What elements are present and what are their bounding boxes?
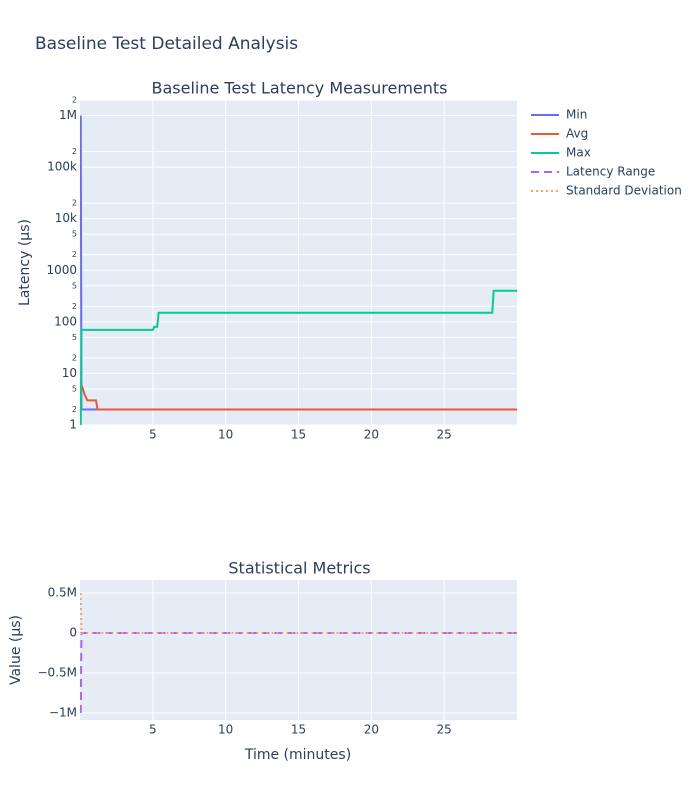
x-tick-label: 5 <box>149 428 157 442</box>
x-tick-label: 20 <box>364 723 379 737</box>
y-tick-label: 1M <box>59 108 77 122</box>
y-tick-label: 0 <box>69 626 77 640</box>
y-tick-label: 2 <box>72 302 77 311</box>
y-tick-label: 5 <box>72 230 77 239</box>
legend-label: Standard Deviation <box>566 184 682 198</box>
legend-label: Max <box>566 146 591 160</box>
y-axis-title: Value (μs) <box>8 615 24 685</box>
x-tick-label: 15 <box>291 428 306 442</box>
y-tick-label: 2 <box>72 96 77 105</box>
x-tick-label: 10 <box>218 428 233 442</box>
series-line <box>80 289 517 425</box>
y-tick-label: 2 <box>72 405 77 414</box>
y-tick-label: 1000 <box>46 263 77 277</box>
y-axis-title: Latency (μs) <box>17 219 33 306</box>
y-tick-label: 100k <box>47 160 77 174</box>
y-tick-label: 2 <box>72 147 77 156</box>
legend-label: Avg <box>566 127 588 141</box>
x-tick-label: 15 <box>291 723 306 737</box>
y-tick-label: 2 <box>72 199 77 208</box>
y-tick-label: 5 <box>72 384 77 393</box>
x-axis-title: Time (minutes) <box>244 747 351 763</box>
series-line <box>80 592 517 634</box>
y-tick-label: 5 <box>72 281 77 290</box>
subplot-title: Statistical Metrics <box>228 559 370 578</box>
x-tick-label: 20 <box>364 428 379 442</box>
y-tick-label: 10k <box>55 211 77 225</box>
y-tick-label: −0.5M <box>38 666 78 680</box>
series-line <box>80 378 517 411</box>
figure-title: Baseline Test Detailed Analysis <box>35 34 298 54</box>
x-tick-label: 5 <box>149 723 157 737</box>
y-tick-label: 5 <box>72 333 77 342</box>
legend-label: Latency Range <box>566 165 655 179</box>
y-tick-label: 0.5M <box>48 586 77 600</box>
x-tick-label: 25 <box>437 723 452 737</box>
x-tick-label: 10 <box>218 723 233 737</box>
y-tick-label: 100 <box>54 314 77 328</box>
subplot-title: Baseline Test Latency Measurements <box>151 79 447 98</box>
y-tick-label: 2 <box>72 250 77 259</box>
y-tick-label: 10 <box>62 366 77 380</box>
y-tick-label: 1 <box>69 418 77 432</box>
y-tick-label: −1M <box>49 706 77 720</box>
x-tick-label: 25 <box>437 428 452 442</box>
legend-label: Min <box>566 108 587 122</box>
y-tick-label: 2 <box>72 353 77 362</box>
